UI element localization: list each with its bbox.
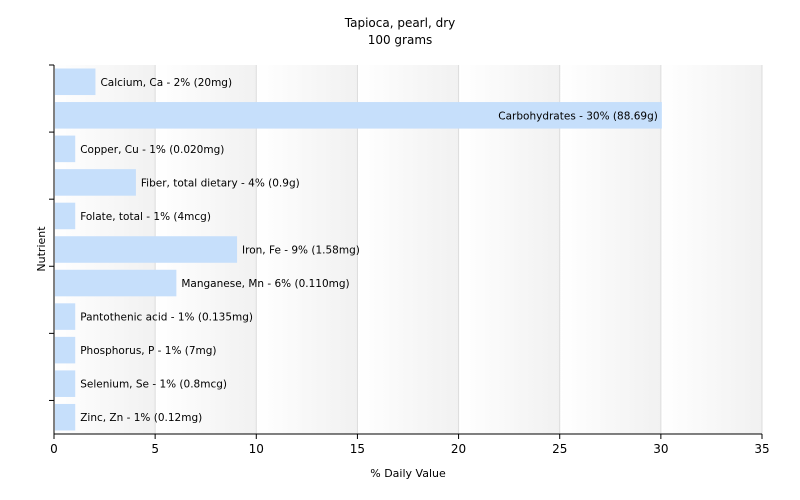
bar bbox=[55, 236, 238, 263]
bar bbox=[55, 135, 76, 163]
x-tick-label: 30 bbox=[653, 442, 668, 456]
bar bbox=[55, 68, 96, 96]
bar-label: Phosphorus, P - 1% (7mg) bbox=[80, 345, 216, 357]
bar bbox=[55, 370, 76, 397]
bar-label: Fiber, total dietary - 4% (0.9g) bbox=[141, 177, 300, 189]
x-axis-label: % Daily Value bbox=[370, 467, 446, 480]
bar-label: Selenium, Se - 1% (0.8mcg) bbox=[80, 379, 227, 391]
chart-title: Tapioca, pearl, dry bbox=[344, 16, 455, 30]
x-tick-label: 5 bbox=[151, 442, 159, 456]
bar-label: Carbohydrates - 30% (88.69g) bbox=[498, 110, 658, 122]
bar-label: Copper, Cu - 1% (0.020mg) bbox=[80, 144, 224, 156]
bar-label: Zinc, Zn - 1% (0.12mg) bbox=[80, 412, 202, 424]
bar-label: Calcium, Ca - 2% (20mg) bbox=[100, 77, 232, 89]
x-tick-label: 20 bbox=[451, 442, 466, 456]
bar-label: Manganese, Mn - 6% (0.110mg) bbox=[181, 278, 349, 290]
plot-band bbox=[660, 65, 762, 434]
y-axis-label: Nutrient bbox=[35, 226, 48, 272]
bar bbox=[55, 303, 76, 330]
chart-subtitle: 100 grams bbox=[368, 33, 433, 47]
x-tick-label: 25 bbox=[552, 442, 567, 456]
bar bbox=[55, 102, 662, 129]
x-tick-label: 15 bbox=[350, 442, 365, 456]
bar-label: Iron, Fe - 9% (1.58mg) bbox=[242, 245, 360, 257]
bar bbox=[55, 169, 136, 196]
bar bbox=[55, 403, 76, 431]
bar-label: Folate, total - 1% (4mcg) bbox=[80, 211, 211, 223]
x-tick-label: 10 bbox=[249, 442, 264, 456]
x-tick-labels: 0 5 10 15 20 25 30 35 bbox=[50, 442, 769, 456]
bar bbox=[55, 202, 76, 230]
bar bbox=[55, 269, 177, 297]
bar bbox=[55, 336, 76, 364]
bar-label: Pantothenic acid - 1% (0.135mg) bbox=[80, 312, 253, 324]
axes bbox=[49, 64, 763, 439]
bar-labels: Calcium, Ca - 2% (20mg) Carbohydrates - 3… bbox=[80, 77, 658, 424]
x-tick-label: 35 bbox=[754, 442, 769, 456]
bars bbox=[55, 68, 662, 431]
x-tick-label: 0 bbox=[50, 442, 58, 456]
